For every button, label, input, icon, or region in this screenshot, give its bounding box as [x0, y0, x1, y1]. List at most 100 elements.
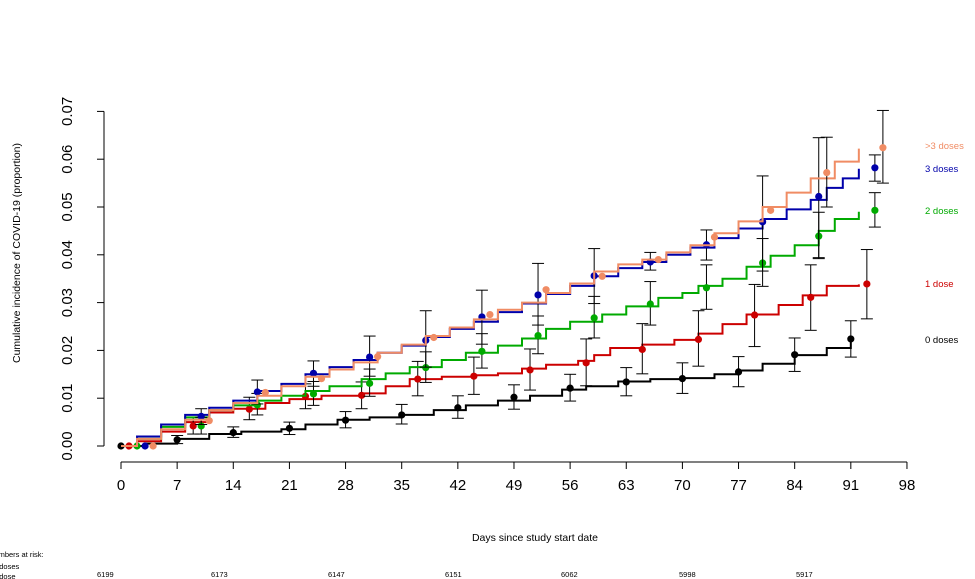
x-tick-label: 21: [281, 477, 298, 494]
y-tick-label: 0.01: [59, 384, 76, 413]
data-point: [430, 333, 438, 342]
data-point: [847, 335, 855, 343]
risk-value: 5917: [796, 570, 813, 579]
data-point: [710, 233, 719, 241]
data-point: [871, 206, 879, 214]
x-tick-label: 28: [337, 477, 354, 494]
x-tick-label: 56: [562, 477, 579, 494]
risk-row-label: 0 doses: [0, 562, 20, 571]
x-tick-label: 84: [786, 477, 803, 494]
y-tick-label: 0.04: [59, 240, 76, 269]
series-layer: [117, 109, 889, 450]
data-point: [582, 359, 590, 367]
risk-value: 6062: [561, 570, 578, 579]
data-point: [189, 422, 197, 430]
x-tick-label: 63: [618, 477, 635, 494]
data-point: [261, 388, 269, 397]
data-point: [414, 375, 422, 383]
x-tick-label: 14: [225, 477, 242, 494]
data-point: [366, 353, 374, 361]
data-point: [149, 442, 157, 450]
x-tick-label: 70: [674, 477, 691, 494]
data-point: [341, 416, 350, 424]
axes: 0 7 14 21 28 35 42 49 56 63 70 77 84 91 98 0.00 0.01 0.02…: [59, 97, 915, 494]
series-label: 3 doses: [925, 164, 959, 175]
data-point: [478, 347, 486, 355]
numbers-at-risk-table: Numbers at risk: 0 doses 6199 6173 6147 6151…: [0, 550, 813, 579]
data-point: [245, 405, 253, 413]
data-point: [678, 375, 687, 383]
data-point: [646, 300, 654, 308]
data-point: [823, 168, 831, 177]
data-point: [534, 331, 542, 340]
x-tick-label: 35: [393, 477, 410, 494]
data-point: [374, 353, 382, 361]
data-point: [702, 284, 711, 292]
series-labels: >3 doses 3 doses 2 doses 1 dose 0 doses: [925, 141, 964, 346]
y-axis-title: Cumulative incidence of COVID-19 (propor…: [11, 143, 23, 363]
data-point: [542, 286, 550, 294]
risk-value: 6199: [97, 570, 114, 579]
x-tick-label: 77: [730, 477, 747, 494]
y-tick-label: 0.00: [59, 431, 76, 460]
data-point: [470, 372, 478, 380]
data-point: [309, 369, 318, 377]
y-tick-label: 0.03: [59, 288, 76, 317]
data-point: [358, 391, 366, 399]
data-point: [815, 192, 823, 201]
x-tick-label: 0: [117, 477, 125, 494]
step-line: [121, 284, 860, 447]
data-point: [526, 366, 534, 374]
step-line: [121, 148, 860, 447]
x-tick-label: 91: [842, 477, 859, 494]
x-tick-label: 42: [449, 477, 466, 494]
data-point: [197, 412, 205, 420]
data-point: [598, 272, 606, 280]
risk-value: 6151: [445, 570, 462, 579]
risk-row-label: 1 dose: [0, 572, 16, 579]
data-point: [366, 379, 374, 387]
data-point: [398, 411, 406, 419]
data-point: [534, 291, 542, 299]
data-point: [510, 393, 518, 401]
x-tick-label: 7: [173, 477, 181, 494]
series-2-doses: [121, 192, 881, 450]
data-point: [317, 375, 326, 383]
risk-value: 6173: [211, 570, 228, 579]
data-point: [879, 144, 887, 152]
data-point: [863, 280, 871, 288]
data-point: [622, 378, 630, 386]
risk-value: 6147: [328, 570, 345, 579]
series--3-doses: [121, 109, 889, 450]
series-label: 1 dose: [925, 279, 954, 290]
data-point: [654, 255, 662, 264]
y-tick-label: 0.02: [59, 336, 76, 365]
data-point: [486, 310, 494, 319]
series-label: 0 doses: [925, 335, 959, 346]
series-label: >3 doses: [925, 141, 964, 152]
data-point: [454, 404, 462, 412]
x-tick-label: 49: [506, 477, 523, 494]
data-point: [767, 206, 775, 214]
data-point: [229, 429, 237, 437]
x-tick-label: 98: [899, 477, 916, 494]
data-point: [791, 351, 799, 359]
series-0-doses: [117, 320, 857, 450]
step-line: [121, 339, 852, 447]
data-point: [285, 424, 294, 432]
y-tick-label: 0.06: [59, 145, 76, 174]
data-point: [750, 311, 759, 319]
data-point: [173, 436, 181, 444]
data-point: [871, 164, 879, 172]
series-1-dose: [121, 249, 873, 450]
y-tick-label: 0.05: [59, 192, 76, 221]
data-point: [566, 384, 574, 392]
data-point: [309, 390, 318, 398]
x-axis-title: Days since study start date: [472, 532, 598, 544]
data-point: [253, 388, 261, 396]
series-3-doses: [121, 137, 881, 450]
data-point: [638, 345, 646, 354]
y-tick-label: 0.07: [59, 97, 76, 126]
risk-table-title: Numbers at risk:: [0, 550, 44, 559]
